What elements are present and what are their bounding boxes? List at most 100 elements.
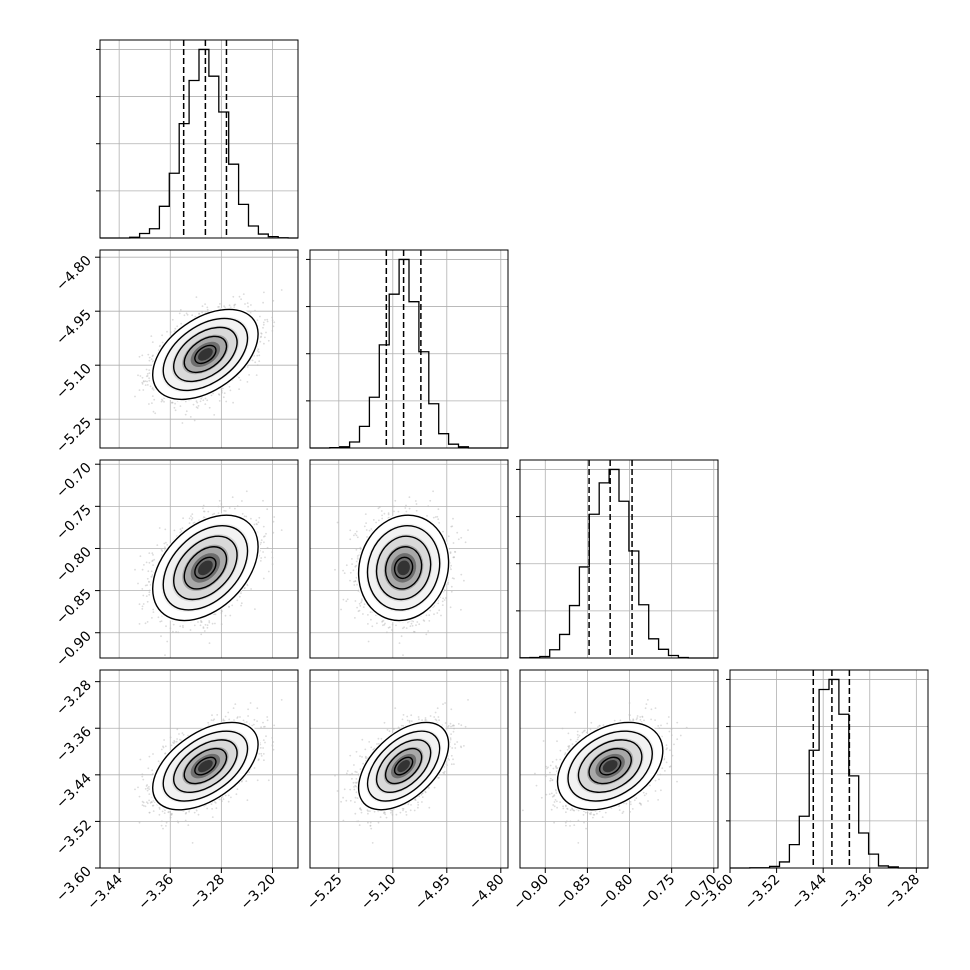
sample-point [210,394,213,397]
sample-point [176,325,179,328]
sample-point [183,314,186,317]
sample-point [185,312,188,315]
sample-point [232,295,235,298]
sample-point [218,394,221,396]
histogram-panel-0 [96,39,299,239]
sample-point [228,385,231,388]
sample-point [254,309,256,312]
sample-point [280,289,283,291]
sample-point [272,325,275,328]
sample-point [202,399,205,402]
sample-point [263,342,265,345]
sample-point [246,366,249,368]
panel-content [134,289,283,424]
histogram-panel-1 [306,249,509,449]
sample-point [148,356,151,359]
sample-point [258,354,261,357]
sample-point [262,323,265,326]
sample-point [201,305,204,308]
sample-point [189,416,192,418]
sample-point [219,303,221,305]
sample-point [221,390,223,392]
sample-point [174,402,177,405]
sample-point [139,375,142,377]
sample-point [206,308,209,311]
sample-point [148,379,151,382]
sample-point [238,388,241,390]
sample-point [206,306,209,309]
sample-point [222,396,225,399]
sample-point [262,321,265,324]
sample-point [262,301,264,304]
sample-point [141,383,144,385]
sample-point [154,412,157,415]
sample-point [151,387,154,390]
sample-point [195,296,198,298]
sample-point [266,320,269,323]
sample-point [144,380,147,382]
sample-point [148,403,150,405]
sample-point [149,385,152,388]
sample-point [262,326,264,329]
sample-point [151,395,154,397]
histogram-step [519,468,718,659]
sample-point [141,354,144,357]
sample-point [148,359,151,362]
sample-point [242,293,245,295]
sample-point [240,298,243,301]
sample-point [137,374,139,377]
sample-point [191,314,194,317]
sample-point [273,321,276,324]
sample-point [257,348,260,351]
sample-point [166,330,168,333]
sample-point [159,344,162,347]
sample-point [212,392,215,395]
sample-point [238,376,240,379]
sample-point [184,400,187,403]
sample-point [208,406,211,409]
sample-point [171,318,174,321]
sample-point [264,319,266,321]
sample-point [225,400,228,403]
sample-point [198,312,201,315]
sample-point [150,358,153,361]
sample-point [161,398,163,401]
sample-point [152,354,154,357]
sample-point [142,380,145,382]
sample-point [238,295,241,298]
sample-point [221,387,224,390]
histogram-step [730,678,928,869]
sample-point [174,409,177,412]
sample-point [148,377,151,380]
sample-point [146,380,149,383]
sample-point [138,389,141,391]
sample-point [184,413,187,416]
sample-point [173,406,176,409]
sample-point [151,341,154,343]
sample-point [196,401,199,404]
sample-point [174,327,177,330]
sample-point [257,351,260,353]
sample-point [272,299,275,302]
sample-point [145,368,148,371]
sample-point [148,369,151,371]
sample-point [178,312,181,315]
panel-frame [99,39,299,239]
sample-point [271,319,274,322]
sample-point [254,361,257,364]
sample-point [250,304,252,306]
sample-point [256,364,259,366]
sample-point [151,402,153,404]
sample-point [185,410,188,413]
sample-point [256,350,259,352]
sample-point [218,400,221,402]
sample-point [263,291,265,294]
sample-point [248,374,251,376]
sample-point [251,359,254,362]
sample-point [153,398,156,401]
sample-point [146,373,149,375]
sample-point [134,395,136,398]
sample-point [146,384,149,386]
sample-point [199,400,202,403]
